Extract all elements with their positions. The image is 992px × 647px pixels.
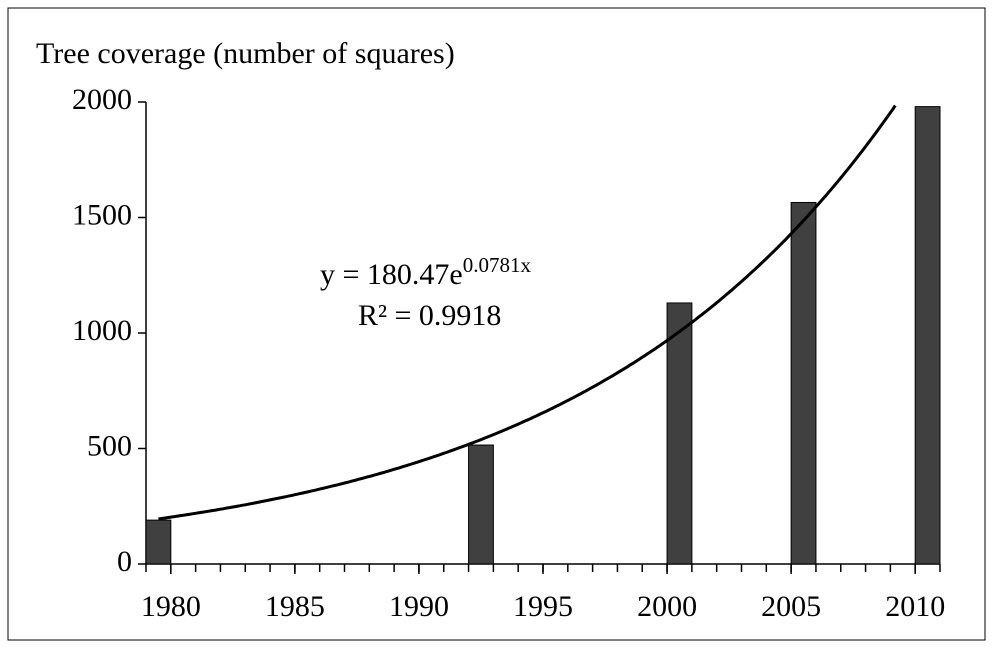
trendline — [158, 104, 897, 521]
equation-exponent: 0.0781x — [463, 253, 532, 277]
bar — [468, 444, 494, 565]
bar — [914, 106, 941, 565]
x-tick-label: 1985 — [265, 590, 325, 623]
bar — [666, 302, 693, 565]
x-tick-label: 1980 — [141, 590, 201, 623]
y-tick-label: 500 — [87, 429, 132, 462]
y-tick-label: 2000 — [72, 83, 132, 116]
x-tick-label: 2000 — [637, 590, 697, 623]
x-tick-label: 1990 — [389, 590, 449, 623]
x-tick-label: 2010 — [885, 590, 945, 623]
y-tick-label: 1500 — [72, 198, 132, 231]
trendline-equation: y = 180.47e0.0781x — [320, 253, 531, 291]
trendline-r2: R² = 0.9918 — [358, 299, 501, 332]
equation-base: y = 180.47e — [320, 258, 463, 291]
x-tick-label: 1995 — [513, 590, 573, 623]
bar — [790, 201, 817, 565]
chart-title: Tree coverage (number of squares) — [36, 37, 455, 70]
y-tick-label: 1000 — [72, 314, 132, 347]
bar — [145, 519, 172, 565]
y-tick-label: 0 — [117, 545, 132, 578]
x-tick-label: 2005 — [761, 590, 821, 623]
